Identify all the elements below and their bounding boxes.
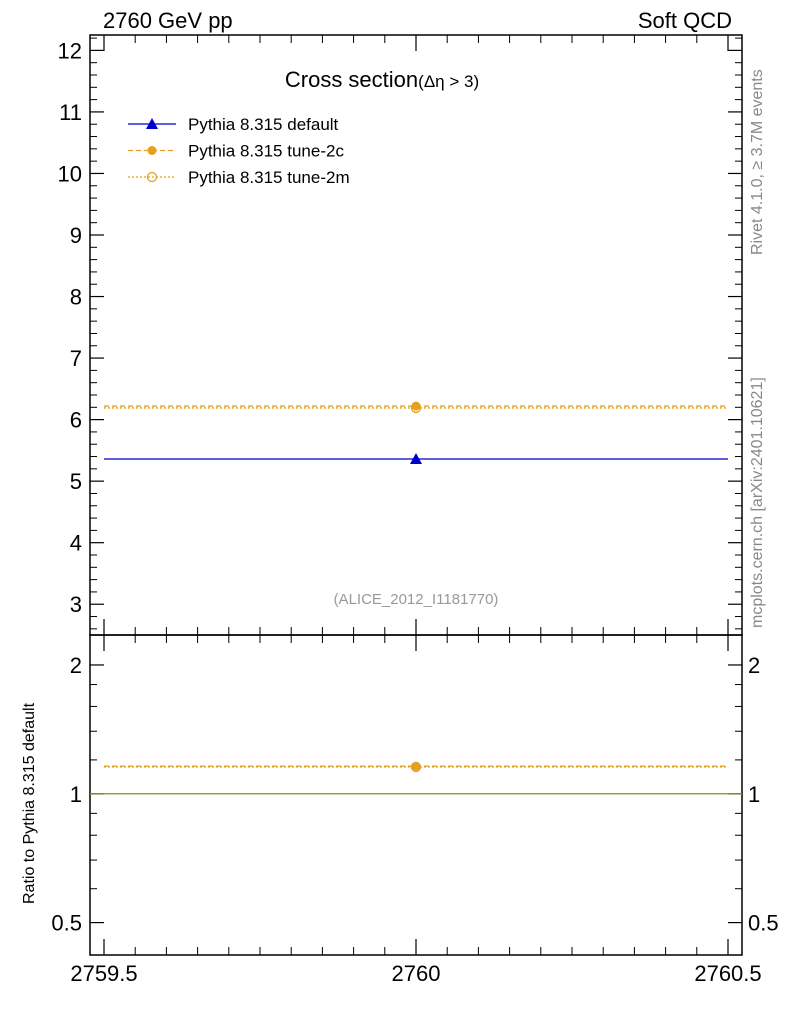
ratio-ytick-label-left: 1 <box>70 782 82 807</box>
analysis-watermark: (ALICE_2012_I1181770) <box>334 591 499 608</box>
rivet-version-label: Rivet 4.1.0, ≥ 3.7M events <box>749 69 766 255</box>
header-left-label: 2760 GeV pp <box>103 8 233 33</box>
main-ytick-label: 4 <box>70 531 82 556</box>
chart-title-main: Cross section <box>285 67 418 92</box>
main-ytick-label: 7 <box>70 346 82 371</box>
main-ytick-label: 12 <box>58 38 82 63</box>
main-ytick-label: 3 <box>70 592 82 617</box>
legend-entry-2: Pythia 8.315 tune-2m <box>128 168 350 187</box>
main-ytick-label: 6 <box>70 408 82 433</box>
main-series-marker <box>410 453 422 464</box>
ratio-ytick-label-right: 0.5 <box>748 911 779 936</box>
chart-title: Cross section(Δη > 3) <box>285 67 479 92</box>
mcplots-reference-label: mcplots.cern.ch [arXiv:2401.10621] <box>749 377 766 628</box>
ratio-series-1 <box>104 761 728 771</box>
legend-label: Pythia 8.315 tune-2m <box>188 168 350 187</box>
header-right-label: Soft QCD <box>637 8 732 33</box>
ratio-ytick-label-left: 2 <box>70 653 82 678</box>
ratio-ytick-label-left: 0.5 <box>51 911 82 936</box>
legend-marker <box>146 118 158 129</box>
main-ytick-label: 8 <box>70 285 82 310</box>
chart-title-sub: (Δη > 3) <box>418 72 479 91</box>
ratio-xtick-label: 2760.5 <box>694 961 761 986</box>
ratio-series-2 <box>104 761 728 773</box>
legend-label: Pythia 8.315 default <box>188 115 339 134</box>
main-ytick-label: 11 <box>59 100 82 125</box>
legend-marker <box>147 146 157 155</box>
main-ytick-label: 9 <box>70 223 82 248</box>
ratio-xtick-label: 2759.5 <box>70 961 137 986</box>
legend-entry-1: Pythia 8.315 tune-2c <box>128 142 344 161</box>
legend-label: Pythia 8.315 tune-2c <box>188 142 344 161</box>
main-series-0 <box>104 453 728 464</box>
ratio-series-marker <box>410 761 422 773</box>
ratio-series-marker <box>411 761 421 771</box>
legend-marker <box>146 171 158 183</box>
ratio-ylabel: Ratio to Pythia 8.315 default <box>21 702 38 904</box>
main-series-marker <box>410 402 422 414</box>
ratio-ytick-label-right: 2 <box>748 653 760 678</box>
ratio-xtick-label: 2760 <box>392 961 441 986</box>
legend-entry-0: Pythia 8.315 default <box>128 115 339 134</box>
ratio-panel-frame <box>89 634 743 956</box>
main-ytick-label: 10 <box>58 161 82 186</box>
main-series-2 <box>104 402 728 414</box>
ratio-ytick-label-right: 1 <box>748 782 760 807</box>
main-ytick-label: 5 <box>70 469 82 494</box>
